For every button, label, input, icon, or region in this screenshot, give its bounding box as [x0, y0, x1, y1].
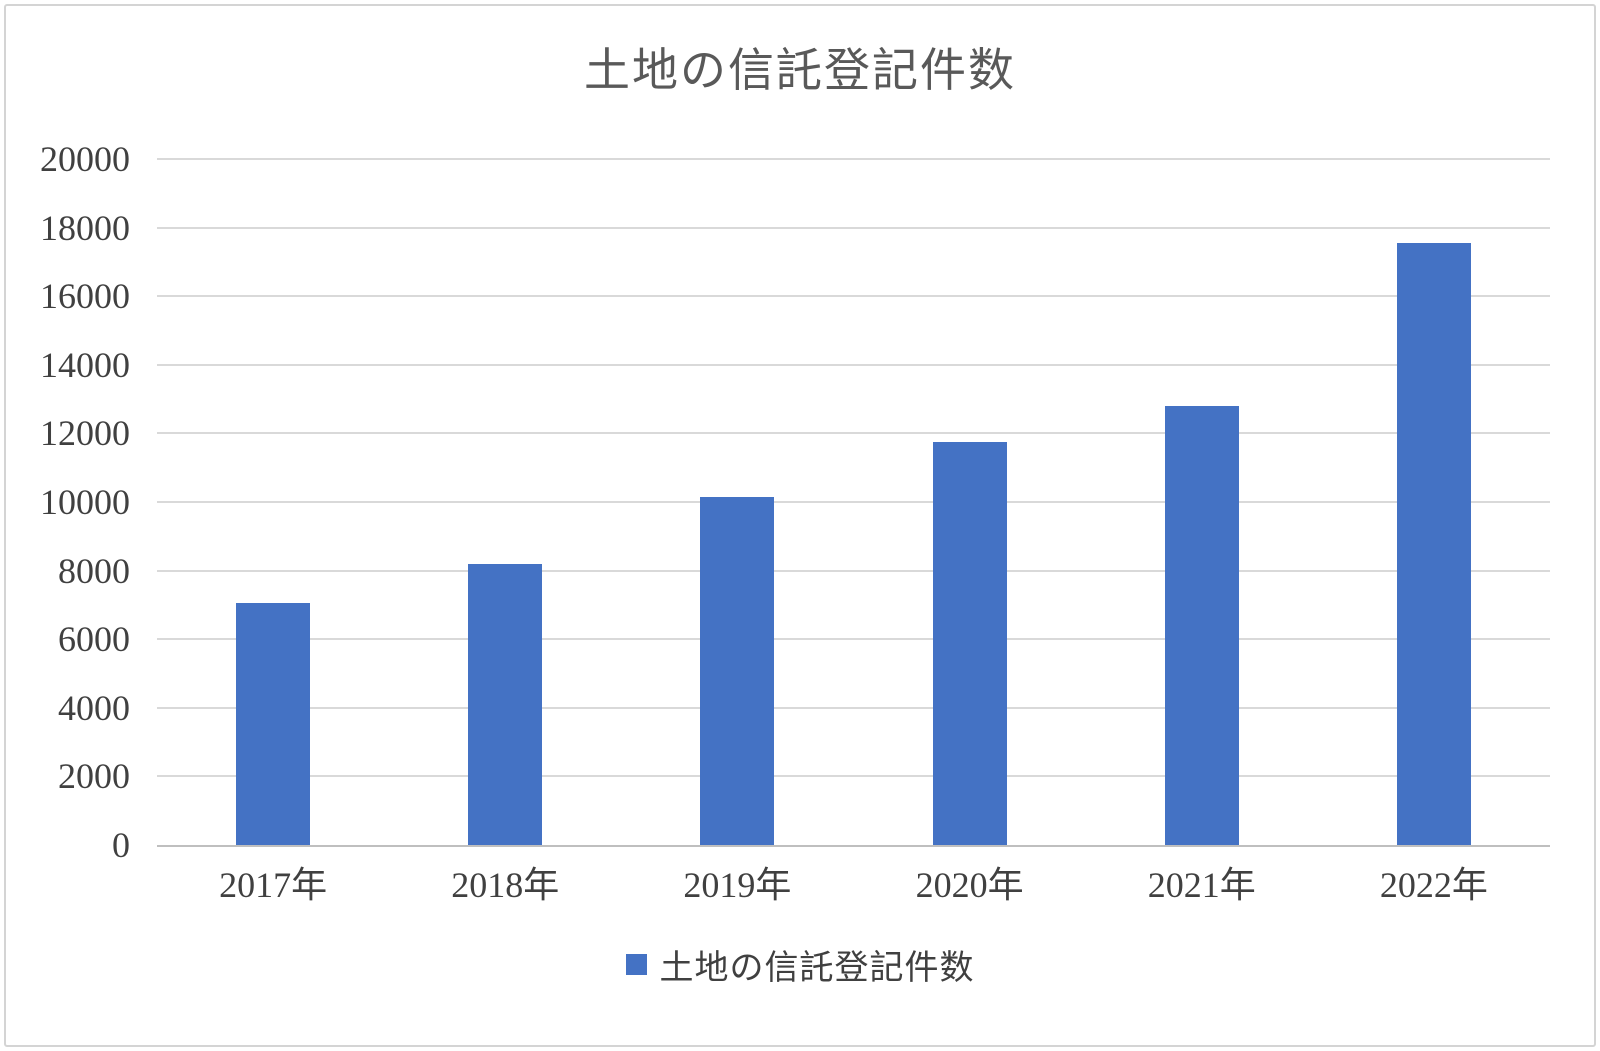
- y-axis-tick-label: 4000: [58, 687, 130, 728]
- gridline: [157, 226, 1550, 229]
- y-axis-tick-label: 14000: [40, 344, 130, 385]
- y-axis-tick-label: 6000: [58, 619, 130, 660]
- bar-2022年: [1396, 243, 1471, 845]
- x-axis-tick-label: 2019年: [683, 865, 792, 905]
- gridline: [157, 775, 1550, 778]
- y-axis-tick-label: 0: [112, 825, 130, 865]
- y-axis-tick-label: 20000: [40, 139, 130, 179]
- x-axis-tick-label: 2018年: [451, 865, 560, 905]
- y-axis-tick-label: 10000: [40, 482, 130, 522]
- y-axis-tick-label: 18000: [40, 207, 130, 248]
- legend-marker-icon: [625, 954, 647, 975]
- y-axis-tick-label: 8000: [58, 550, 130, 591]
- gridline: [157, 706, 1550, 709]
- gridline: [157, 638, 1550, 641]
- chart-title: 土地の信託登記件数: [584, 45, 1016, 96]
- x-axis-tick-label: 2017年: [219, 865, 328, 905]
- x-axis-tick-label: 2021年: [1147, 865, 1256, 905]
- x-axis-tick-label: 2022年: [1379, 865, 1488, 905]
- bar-2017年: [236, 603, 311, 845]
- x-axis-line: [157, 845, 1550, 847]
- y-axis-tick-label: 12000: [40, 413, 130, 454]
- legend: 土地の信託登記件数: [0, 940, 1600, 989]
- gridline: [157, 295, 1550, 298]
- gridline: [157, 432, 1550, 435]
- gridline: [157, 158, 1550, 160]
- gridline: [157, 569, 1550, 572]
- legend-label: 土地の信託登記件数: [659, 950, 975, 987]
- y-axis-tick-label: 16000: [40, 276, 130, 317]
- bar-2019年: [700, 496, 775, 845]
- x-axis-tick-label: 2020年: [915, 865, 1024, 905]
- bar-2020年: [932, 441, 1007, 845]
- gridline: [157, 363, 1550, 366]
- gridline: [157, 501, 1550, 503]
- bar-2018年: [468, 563, 543, 845]
- y-axis-tick-label: 2000: [58, 756, 130, 797]
- bar-2021年: [1164, 405, 1239, 845]
